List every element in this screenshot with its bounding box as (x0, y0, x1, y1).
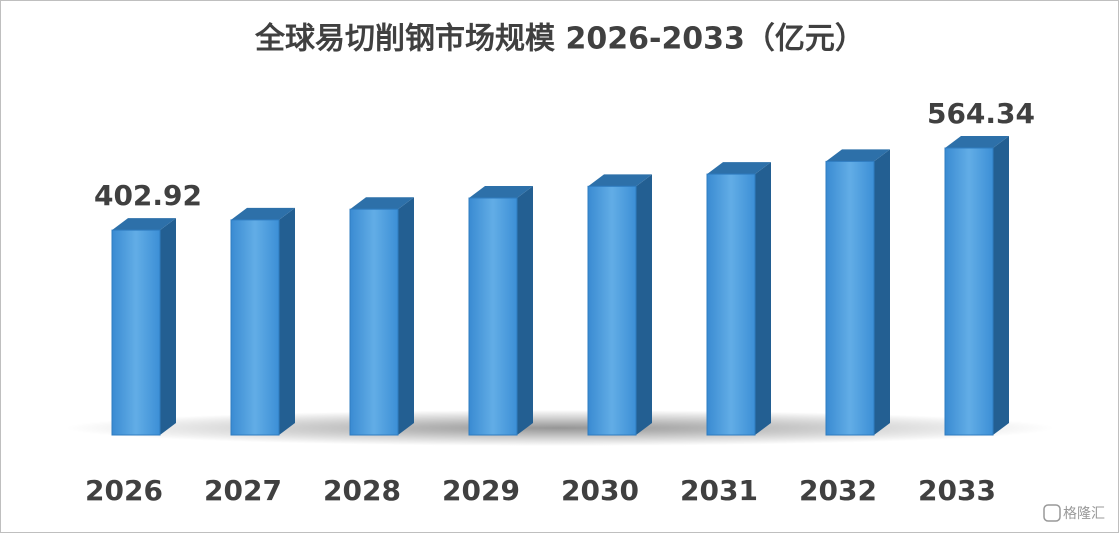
bar (349, 197, 414, 436)
bar-face (825, 160, 875, 436)
value-label: 564.34 (927, 97, 1035, 130)
bar-face (993, 136, 1009, 435)
x-tick-label: 2031 (680, 474, 758, 507)
x-tick-label: 2030 (561, 474, 639, 507)
bar-face (469, 186, 533, 199)
value-label: 402.92 (94, 179, 202, 212)
chart-title: 全球易切削钢市场规模 2026-2033（亿元） (254, 22, 865, 57)
bar-face (945, 136, 1009, 148)
bar-face (944, 147, 994, 436)
watermark-logo (1043, 504, 1061, 522)
x-tick-label: 2032 (799, 474, 877, 507)
bar-face (398, 197, 414, 435)
bar-face (468, 197, 518, 436)
bar (944, 136, 1009, 436)
bar (111, 218, 176, 436)
bar (825, 149, 890, 436)
bar (468, 186, 533, 436)
x-tick-label: 2028 (323, 474, 401, 507)
x-tick-label: 2029 (442, 474, 520, 507)
bar-face (279, 207, 295, 435)
bar (706, 162, 771, 436)
bar-face (587, 185, 637, 436)
bar-face (755, 162, 771, 435)
watermark-text: 格隆汇 (1063, 506, 1105, 522)
x-tick-label: 2026 (85, 474, 163, 507)
bar-face (231, 207, 295, 220)
bar-face (636, 174, 652, 435)
bar-face (350, 197, 414, 210)
x-tick-label: 2033 (918, 474, 996, 507)
bar-face (160, 218, 176, 435)
bar-face (706, 173, 756, 436)
bar (230, 207, 295, 436)
bar-face (517, 186, 533, 435)
bar-face (874, 149, 890, 435)
bar-face (230, 219, 280, 436)
bar (587, 174, 652, 436)
bar-face (349, 208, 399, 436)
bar-face (588, 174, 652, 187)
floor-shadow (65, 410, 1055, 446)
watermark: 格隆汇 (1043, 504, 1105, 522)
bar-face (111, 229, 161, 436)
bar-face (707, 162, 771, 175)
bar-face (112, 218, 176, 231)
x-tick-label: 2027 (204, 474, 282, 507)
bar-face (826, 149, 890, 162)
